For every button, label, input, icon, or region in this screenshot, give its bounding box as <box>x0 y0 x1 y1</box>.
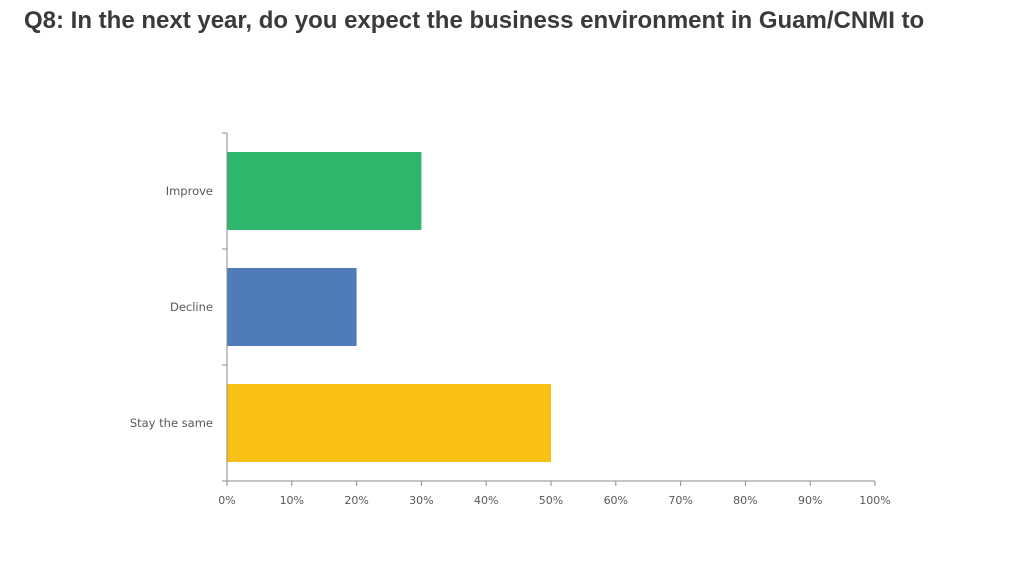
x-tick-label: 30% <box>409 494 433 507</box>
x-tick-label: 50% <box>539 494 563 507</box>
x-tick-labels: 0% 10% 20% 30% 40% 50% 60% 70% 80% 90% 100% <box>218 494 890 507</box>
bar-improve <box>227 152 422 230</box>
bar-stay-the-same <box>227 384 551 462</box>
x-tick-label: 90% <box>798 494 822 507</box>
x-tick-label: 60% <box>604 494 628 507</box>
category-label-stay-the-same: Stay the same <box>130 416 213 430</box>
bar-group <box>227 152 551 462</box>
x-tick-label: 10% <box>280 494 304 507</box>
x-tick-label: 40% <box>474 494 498 507</box>
x-tick-label: 80% <box>733 494 757 507</box>
bar-decline <box>227 268 357 346</box>
x-tick-label: 20% <box>344 494 368 507</box>
x-tick-label: 100% <box>859 494 890 507</box>
x-tick-label: 70% <box>668 494 692 507</box>
x-tick-label: 0% <box>218 494 235 507</box>
slide-title: Q8: In the next year, do you expect the … <box>24 7 925 34</box>
category-labels: Improve Decline Stay the same <box>130 184 213 430</box>
category-label-decline: Decline <box>170 300 213 314</box>
chart-axes <box>222 132 876 486</box>
category-label-improve: Improve <box>166 184 213 198</box>
